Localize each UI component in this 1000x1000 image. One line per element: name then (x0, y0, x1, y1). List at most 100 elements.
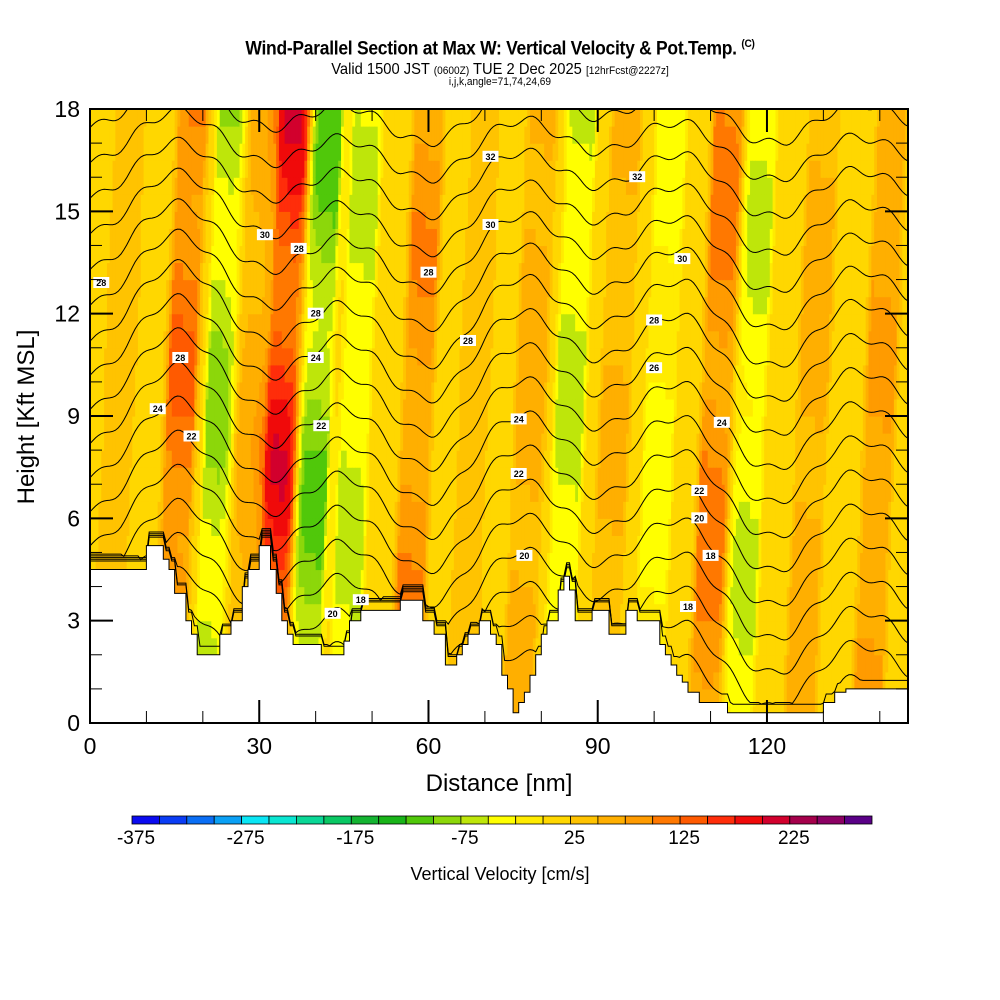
field-cell (434, 143, 438, 161)
field-cell (380, 245, 384, 264)
field-cell (420, 211, 424, 229)
field-cell (168, 398, 173, 417)
field-cell (459, 296, 463, 315)
field-cell (121, 364, 125, 383)
field-cell (400, 143, 404, 161)
field-cell (143, 450, 148, 468)
field-cell (180, 450, 184, 468)
field-cell (208, 126, 212, 144)
field-cell (253, 450, 258, 468)
field-cell (451, 211, 455, 229)
field-cell (434, 433, 438, 451)
field-cell (403, 398, 407, 417)
field-cell (400, 484, 404, 502)
field-cell (154, 501, 159, 519)
field-cell (174, 109, 179, 127)
field-cell (459, 603, 463, 622)
field-cell (324, 569, 328, 588)
field-cell (470, 569, 475, 588)
field-cell (329, 518, 334, 536)
field-cell (121, 160, 125, 178)
field-cell (208, 109, 212, 127)
field-cell (278, 313, 283, 332)
field-cell (242, 160, 246, 178)
field-cell (202, 126, 207, 144)
field-cell (386, 484, 390, 502)
field-cell (436, 569, 441, 588)
field-cell (453, 450, 458, 468)
field-cell (456, 279, 461, 298)
field-cell (397, 398, 401, 417)
field-cell (273, 330, 277, 349)
field-cell (98, 501, 102, 519)
field-cell (146, 143, 150, 161)
field-cell (276, 347, 280, 366)
field-cell (479, 501, 483, 519)
field-cell (343, 347, 348, 366)
field-cell (442, 518, 447, 536)
field-cell (98, 330, 102, 349)
field-cell (233, 433, 238, 451)
field-cell (324, 126, 328, 144)
field-cell (278, 109, 283, 127)
field-cell (168, 211, 173, 229)
field-cell (346, 211, 351, 229)
field-cell (391, 262, 396, 281)
field-cell (293, 245, 297, 264)
field-cell (115, 211, 119, 229)
field-cell (146, 347, 150, 366)
field-cell (414, 330, 418, 349)
field-cell (386, 109, 390, 127)
field-cell (442, 228, 447, 247)
field-cell (453, 279, 458, 298)
field-cell (355, 416, 359, 434)
field-cell (411, 160, 415, 178)
field-cell (177, 416, 181, 434)
field-cell (343, 109, 348, 127)
field-cell (194, 433, 198, 451)
field-cell (146, 313, 150, 332)
field-cell (183, 535, 187, 554)
field-cell (188, 467, 193, 485)
field-cell (411, 126, 415, 144)
field-cell (386, 467, 390, 485)
field-cell (369, 484, 373, 502)
field-cell (425, 552, 430, 571)
field-cell (233, 398, 238, 417)
field-cell (408, 194, 413, 212)
field-cell (352, 535, 356, 554)
field-cell (185, 109, 190, 127)
field-cell (324, 279, 328, 298)
field-cell (470, 416, 475, 434)
field-cell (372, 586, 376, 605)
field-cell (214, 211, 218, 229)
field-cell (349, 347, 353, 366)
field-cell (451, 381, 455, 400)
field-cell (355, 211, 359, 229)
field-cell (338, 160, 342, 178)
field-cell (180, 228, 184, 247)
field-cell (239, 586, 243, 605)
field-cell (420, 586, 424, 605)
field-cell (290, 228, 294, 247)
field-cell (357, 398, 362, 417)
field-cell (329, 620, 334, 639)
field-cell (473, 364, 478, 383)
field-cell (293, 501, 297, 519)
field-cell (106, 347, 111, 366)
field-cell (295, 416, 300, 434)
field-cell (219, 467, 224, 485)
field-cell (250, 467, 255, 485)
field-cell (332, 160, 336, 178)
field-cell (326, 518, 331, 536)
field-cell (228, 126, 232, 144)
field-cell (143, 296, 148, 315)
field-cell (315, 194, 320, 212)
field-cell (185, 177, 190, 195)
field-cell (380, 501, 384, 519)
field-cell (287, 211, 291, 229)
field-cell (445, 313, 449, 332)
field-cell (205, 347, 210, 366)
field-cell (456, 518, 461, 536)
field-cell (166, 160, 170, 178)
